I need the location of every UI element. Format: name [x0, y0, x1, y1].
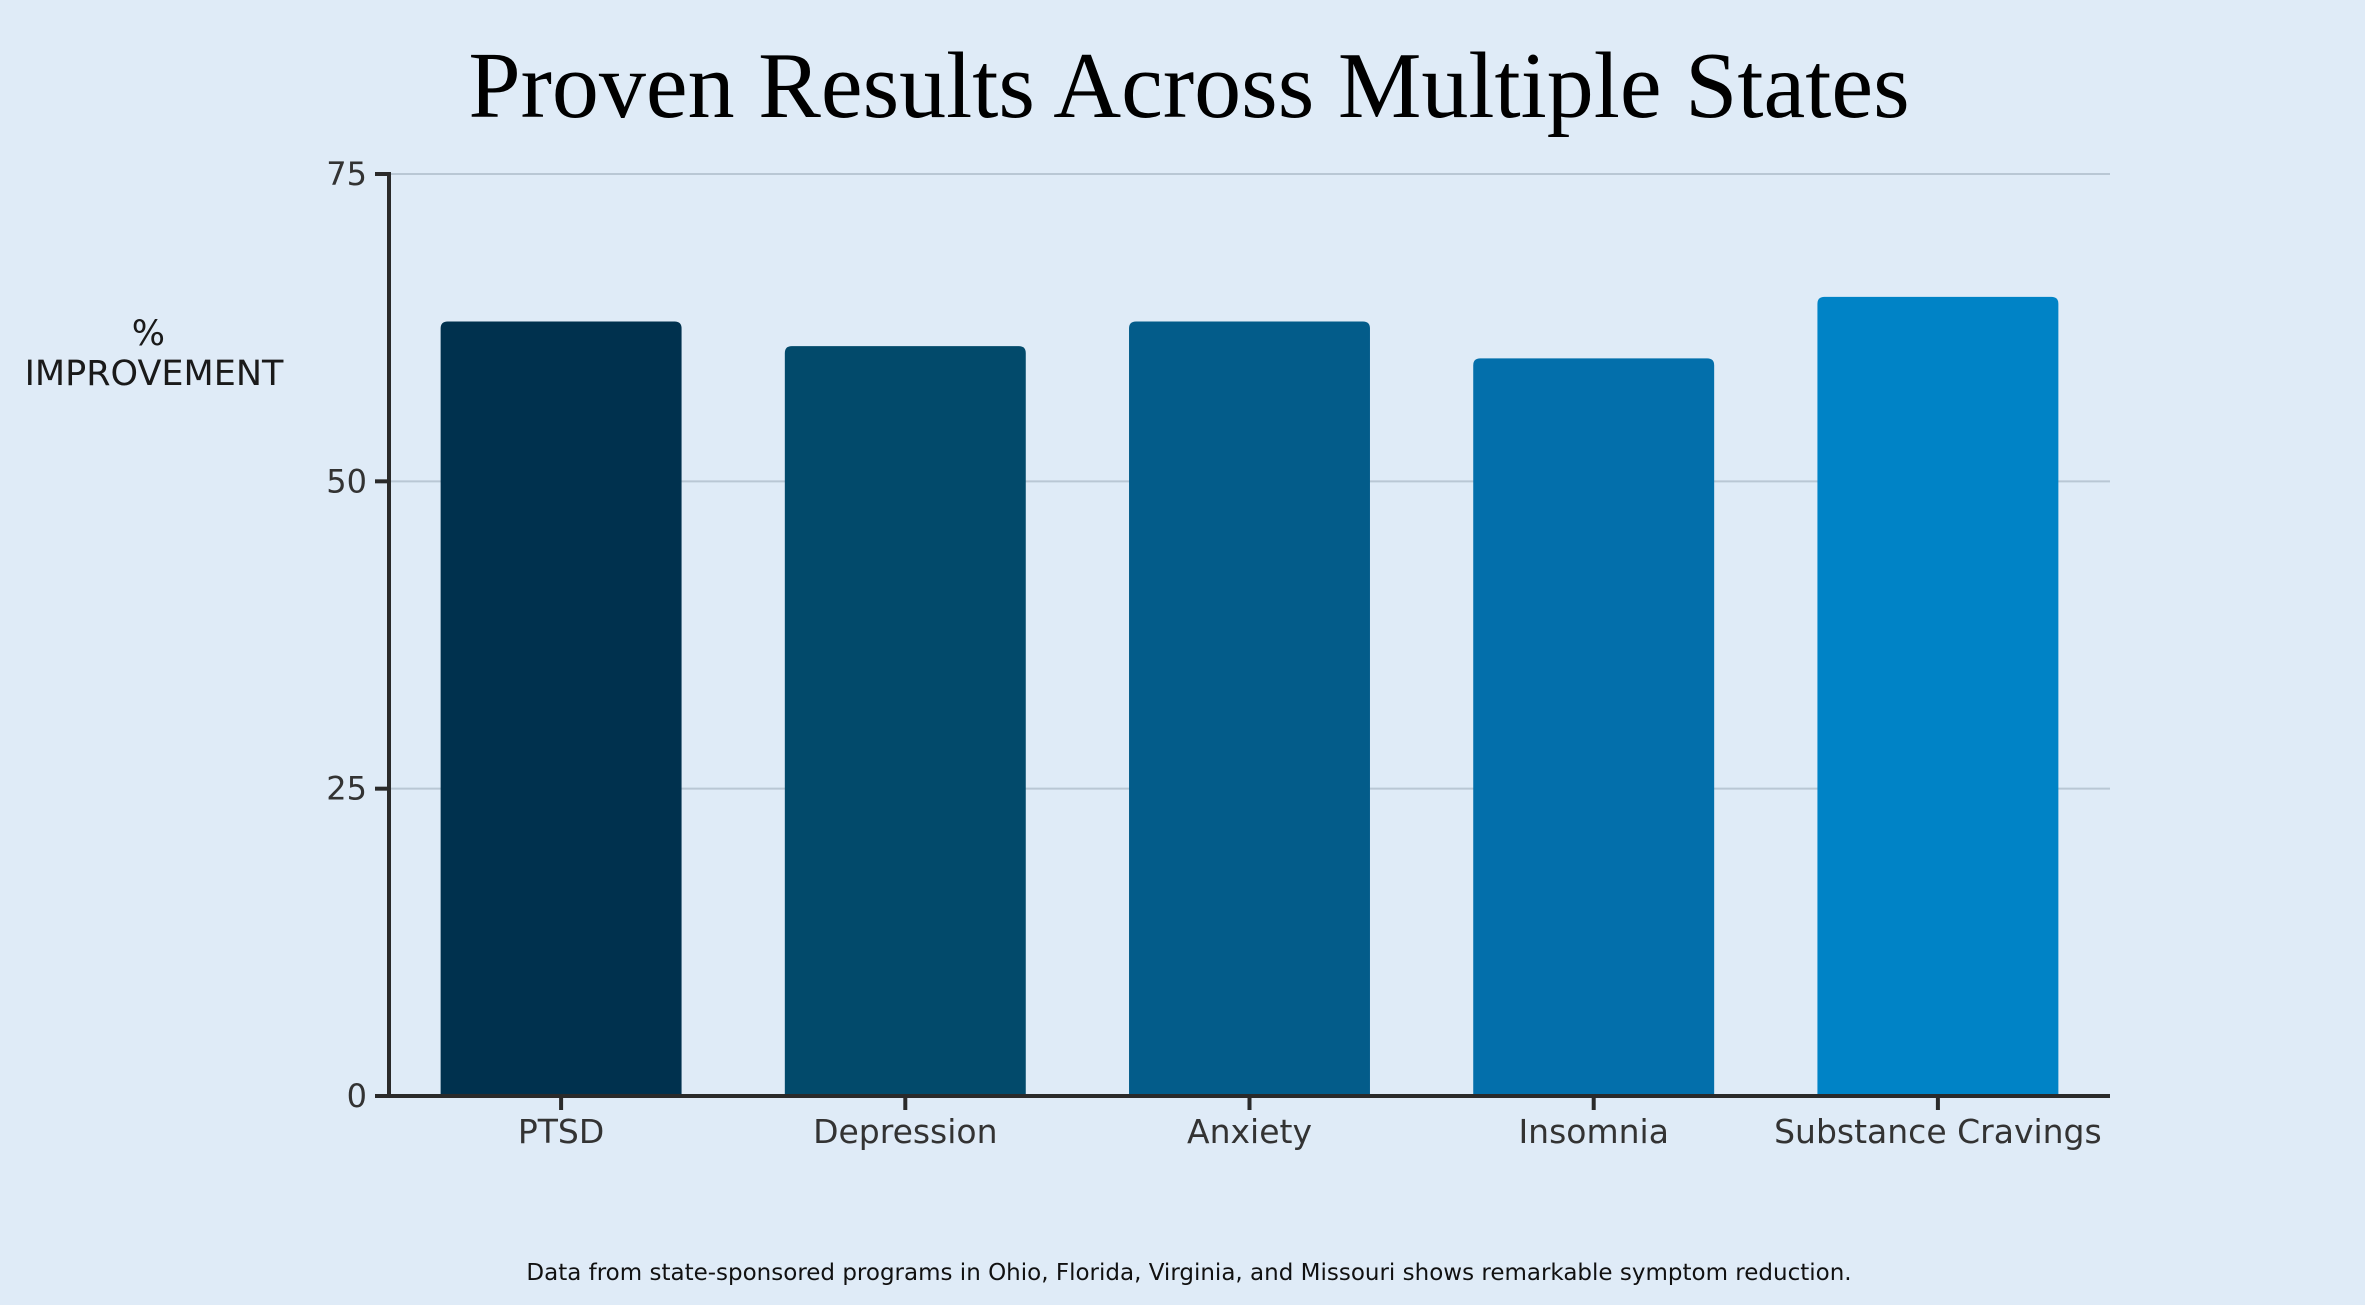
y-ticks: 0 25 50 75 — [326, 155, 389, 1115]
bar-substance-cravings — [1817, 296, 2059, 1096]
y-tick-label-25: 25 — [326, 770, 367, 808]
x-tick-label-substance-cravings: Substance Cravings — [1774, 1112, 2102, 1151]
x-tick-label-ptsd: PTSD — [518, 1112, 604, 1151]
bar-anxiety — [1129, 321, 1370, 1096]
x-tick-label-depression: Depression — [813, 1112, 997, 1151]
y-axis-label: % IMPROVEMENT — [25, 314, 284, 394]
y-axis-label-line-2: IMPROVEMENT — [25, 354, 284, 394]
x-tick-label-anxiety: Anxiety — [1187, 1112, 1312, 1151]
bars — [440, 296, 2059, 1096]
bar-ptsd — [440, 321, 682, 1096]
x-tick-label-insomnia: Insomnia — [1518, 1112, 1668, 1151]
x-ticks: PTSD Depression Anxiety Insomnia Substance C… — [518, 1096, 2102, 1151]
y-tick-label-0: 0 — [347, 1077, 367, 1115]
y-axis-label-line-1: % — [132, 314, 165, 354]
y-tick-label-75: 75 — [326, 155, 367, 193]
bar-depression — [784, 346, 1026, 1096]
footnote: Data from state-sponsored programs in Oh… — [526, 1260, 1851, 1286]
chart-title: Proven Results Across Multiple States — [468, 34, 1909, 138]
bar-insomnia — [1473, 358, 1715, 1096]
y-tick-label-50: 50 — [326, 462, 367, 500]
